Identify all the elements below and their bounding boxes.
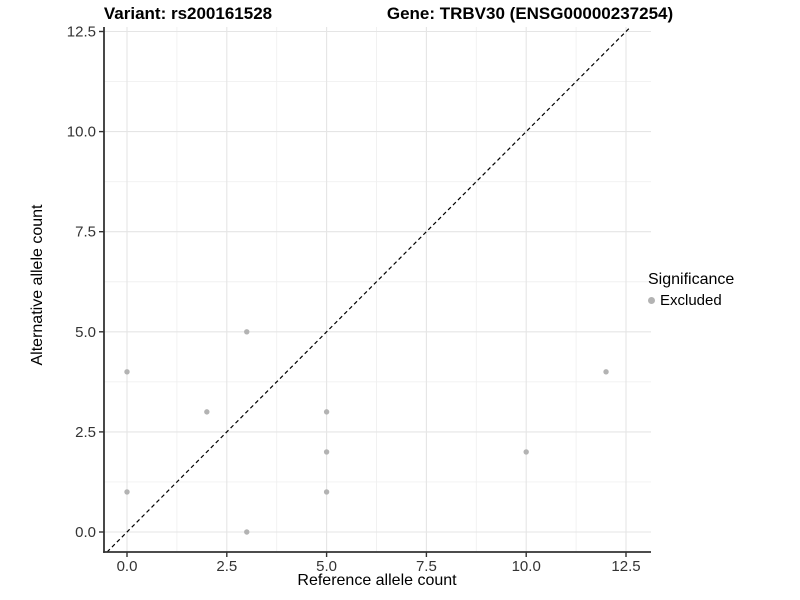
data-point [244,329,250,335]
data-point [323,449,330,455]
x-tick-label: 5.0 [316,558,337,575]
legend-title: Significance [648,271,735,288]
data-point [244,529,250,535]
legend: Significance Excluded [648,271,734,309]
x-tick-label: 0.0 [117,558,138,575]
x-axis-title: Reference allele count [297,572,457,589]
y-tick-label: 10.0 [67,124,96,141]
data-point [323,489,330,495]
y-tick-label: 7.5 [75,224,96,241]
y-tick-label: 12.5 [67,24,96,41]
identity-dashed-line [106,26,631,553]
data-point [204,409,210,415]
data-point [323,409,330,415]
plot-title-gene: Gene: TRBV30 (ENSG00000237254) [386,4,674,23]
data-point [124,489,130,495]
y-tick-label: 0.0 [75,524,96,541]
x-tick-label: 2.5 [216,558,237,575]
y-tick-label: 2.5 [75,424,96,441]
x-tick-label: 12.5 [611,558,640,575]
y-tick-label: 5.0 [75,324,96,341]
x-tick-label: 7.5 [416,558,437,575]
data-point [523,449,529,455]
plot-title-variant: Variant: rs200161528 [103,4,273,23]
legend-item-excluded: Excluded [648,292,734,309]
y-axis-title: Alternative allele count [29,204,46,366]
data-point [603,369,609,375]
x-tick-label: 10.0 [512,558,541,575]
legend-point-swatch [648,297,655,304]
legend-item-label: Excluded [660,292,722,309]
data-point [124,369,130,375]
